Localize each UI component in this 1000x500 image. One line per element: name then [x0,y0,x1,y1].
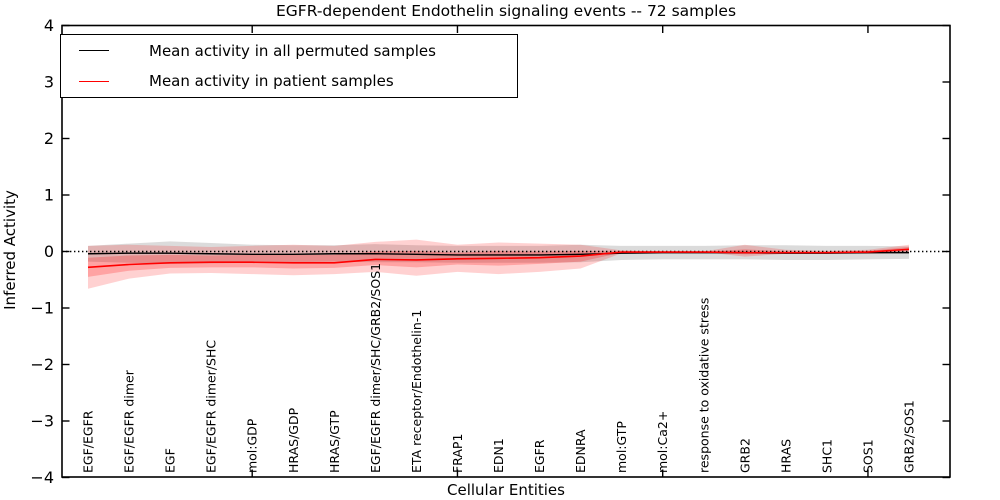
y-tick-label: −3 [30,412,54,431]
y-tick-label: 0 [44,242,54,261]
x-entity-label: EGF/EGFR [81,410,96,473]
permuted-line-sample [79,50,109,52]
x-entity-label: GRB2/SOS1 [902,400,917,473]
y-axis-label: Inferred Activity [1,190,19,310]
chart-title: EGFR-dependent Endothelin signaling even… [275,2,737,20]
x-entity-label: HRAS/GDP [286,407,301,473]
x-entity-label: mol:Ca2+ [655,411,670,473]
y-tick-label: −1 [30,299,54,318]
y-tick-label: −2 [30,355,54,374]
x-entity-label: ETA receptor/Endothelin-1 [409,310,424,473]
y-tick-label: 4 [44,16,54,35]
y-tick-label: 2 [44,129,54,148]
x-entity-label: EGF [163,448,178,473]
x-entity-label: mol:GDP [245,418,260,473]
legend: Mean activity in all permuted samples Me… [60,34,518,98]
y-tick-label: 3 [44,73,54,92]
permuted-uncertainty-band [88,241,909,264]
legend-label-patient: Mean activity in patient samples [149,72,394,91]
x-entity-label: EGF/EGFR dimer/SHC/GRB2/SOS1 [368,263,383,473]
x-entity-label: HRAS/GTP [327,410,342,473]
y-tick-label: 1 [44,186,54,205]
patient-uncertainty-band-inner [88,246,909,277]
y-tick-label: −4 [30,468,54,487]
x-entity-label: EDNRA [573,429,588,473]
x-entity-label: response to oxidative stress [696,298,711,473]
x-entity-label: GRB2 [737,438,752,473]
x-entity-label: SOS1 [860,439,875,473]
x-entity-label: EGF/EGFR dimer [122,369,137,473]
patient-line-sample [79,80,109,82]
x-entity-label: HRAS [778,439,793,473]
x-entity-label: EGFR [532,439,547,473]
legend-entry-permuted: Mean activity in all permuted samples [61,36,517,66]
x-entity-label: mol:GTP [614,421,629,473]
x-entity-label: EDN1 [491,438,506,473]
x-entity-label: EGF/EGFR dimer/SHC [204,340,219,473]
x-entity-label: SHC1 [819,439,834,473]
x-entity-label: FRAP1 [450,434,465,473]
legend-label-permuted: Mean activity in all permuted samples [149,41,436,60]
legend-entry-patient: Mean activity in patient samples [61,66,517,96]
patient-mean-line [87,248,910,269]
x-axis-label: Cellular Entities [447,481,565,499]
